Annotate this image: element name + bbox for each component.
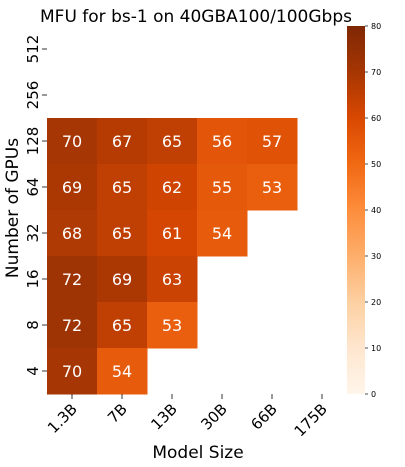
heatmap-cell bbox=[47, 348, 98, 395]
x-tick-label: 66B bbox=[247, 400, 281, 434]
heatmap-cell bbox=[47, 256, 98, 303]
colorbar-tick-label: 40 bbox=[371, 206, 381, 215]
cell-value-label: 53 bbox=[162, 316, 182, 335]
heatmap-cell bbox=[197, 210, 248, 257]
heatmap-cell bbox=[47, 210, 98, 257]
cell-value-label: 65 bbox=[112, 178, 132, 197]
heatmap-cell bbox=[147, 210, 198, 257]
cell-value-label: 54 bbox=[112, 362, 132, 381]
cell-value-label: 56 bbox=[212, 132, 232, 151]
heatmap-cell bbox=[97, 164, 148, 211]
cell-value-label: 65 bbox=[112, 316, 132, 335]
x-axis-label: Model Size bbox=[152, 443, 243, 463]
colorbar-tick-label: 20 bbox=[371, 298, 381, 307]
x-tick-label: 175B bbox=[291, 400, 331, 440]
colorbar bbox=[347, 26, 365, 394]
y-tick-label: 256 bbox=[24, 81, 42, 110]
cell-value-label: 70 bbox=[62, 362, 82, 381]
cell-value-label: 72 bbox=[62, 316, 82, 335]
cell-value-label: 61 bbox=[162, 224, 182, 243]
y-tick-label: 64 bbox=[24, 177, 42, 196]
y-tick-label: 4 bbox=[24, 366, 42, 376]
cell-value-label: 67 bbox=[112, 132, 132, 151]
y-tick-label: 512 bbox=[24, 35, 42, 64]
cell-value-label: 54 bbox=[212, 224, 232, 243]
cell-value-label: 70 bbox=[62, 132, 82, 151]
cell-value-label: 65 bbox=[112, 224, 132, 243]
cell-value-label: 63 bbox=[162, 270, 182, 289]
heatmap-cell bbox=[197, 118, 248, 165]
y-tick-label: 8 bbox=[24, 320, 42, 330]
heatmap-cell bbox=[147, 164, 198, 211]
heatmap-cell bbox=[97, 118, 148, 165]
heatmap-cells bbox=[47, 118, 298, 395]
x-tick-label: 30B bbox=[197, 400, 231, 434]
heatmap-cell bbox=[147, 302, 198, 349]
heatmap-cell bbox=[47, 164, 98, 211]
cell-value-label: 53 bbox=[262, 178, 282, 197]
y-axis-ticks: 512 256 128 64 32 16 8 4 bbox=[24, 35, 47, 376]
y-tick-label: 32 bbox=[24, 223, 42, 242]
colorbar-tick-label: 80 bbox=[371, 22, 381, 31]
colorbar-tick-label: 70 bbox=[371, 68, 381, 77]
heatmap-cell bbox=[147, 256, 198, 303]
heatmap-cell-labels: 70 67 65 56 57 69 65 62 55 53 68 65 61 54 72 69 63 72 65 53… bbox=[62, 132, 282, 381]
y-tick-label: 128 bbox=[24, 127, 42, 156]
heatmap-cell bbox=[47, 302, 98, 349]
cell-value-label: 69 bbox=[112, 270, 132, 289]
heatmap-cell bbox=[247, 164, 298, 211]
cell-value-label: 62 bbox=[162, 178, 182, 197]
heatmap-cell bbox=[47, 118, 98, 165]
cell-value-label: 65 bbox=[162, 132, 182, 151]
x-tick-label: 1.3B bbox=[44, 400, 81, 437]
chart-title: MFU for bs-1 on 40GBA100/100Gbps bbox=[40, 7, 352, 27]
cell-value-label: 57 bbox=[262, 132, 282, 151]
colorbar-tick-label: 10 bbox=[371, 344, 381, 353]
heatmap-cell bbox=[97, 256, 148, 303]
colorbar-tick-label: 50 bbox=[371, 160, 381, 169]
heatmap-cell bbox=[97, 348, 148, 395]
colorbar-tick-label: 30 bbox=[371, 252, 381, 261]
cell-value-label: 69 bbox=[62, 178, 82, 197]
heatmap-cell bbox=[147, 118, 198, 165]
x-tick-label: 7B bbox=[104, 400, 131, 427]
colorbar-tick-label: 60 bbox=[371, 114, 381, 123]
cell-value-label: 72 bbox=[62, 270, 82, 289]
cell-value-label: 68 bbox=[62, 224, 82, 243]
heatmap-cell bbox=[97, 210, 148, 257]
x-tick-label: 13B bbox=[147, 400, 181, 434]
cell-value-label: 55 bbox=[212, 178, 232, 197]
x-axis-ticks: 1.3B 7B 13B 30B 66B 175B bbox=[44, 394, 331, 440]
heatmap-cell bbox=[247, 118, 298, 165]
colorbar-tick-label: 0 bbox=[371, 390, 376, 399]
y-axis-label: Number of GPUs bbox=[3, 138, 23, 278]
y-tick-label: 16 bbox=[24, 269, 42, 288]
heatmap-cell bbox=[97, 302, 148, 349]
heatmap-cell bbox=[197, 164, 248, 211]
colorbar-ticks: 0 10 20 30 40 50 60 70 80 bbox=[365, 22, 381, 399]
